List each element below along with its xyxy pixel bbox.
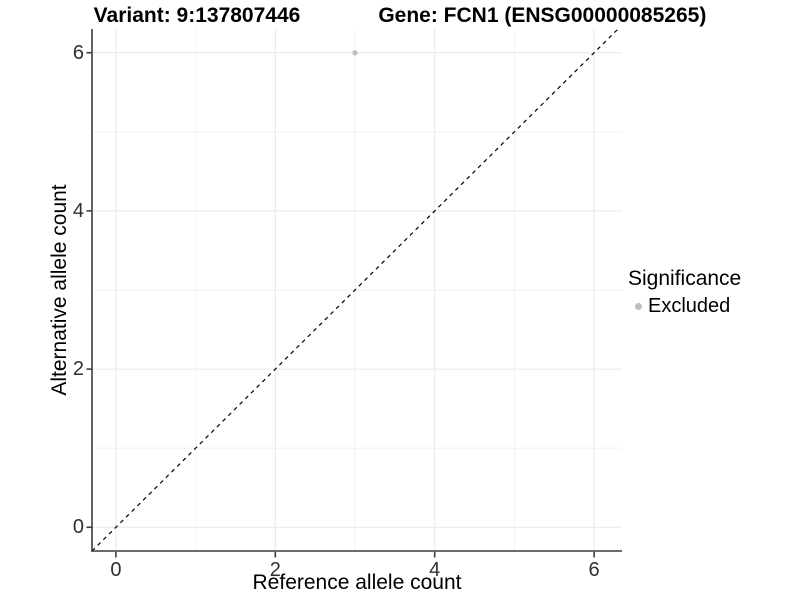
y-tick-label: 2 [72, 358, 84, 381]
x-axis-title: Reference allele count [252, 571, 462, 594]
y-axis-title: Alternative allele count [48, 184, 71, 396]
x-tick-label: 0 [110, 559, 122, 581]
plot-title: Variant: 9:137807446 Gene: FCN1 (ENSG000… [0, 3, 800, 29]
x-tick-label: 4 [429, 559, 441, 581]
legend-entry: Excluded [628, 294, 741, 319]
legend-entry-label: Excluded [648, 295, 731, 317]
plot-title-variant: Variant: 9:137807446 [93, 4, 301, 27]
x-tick-label: 2 [269, 559, 281, 581]
y-tick-label: 6 [72, 41, 84, 64]
plot-title-gene: Gene: FCN1 (ENSG00000085265) [378, 4, 707, 27]
data-point [352, 50, 358, 56]
legend-key-dot-icon [635, 303, 642, 310]
legend-title: Significance [628, 267, 742, 290]
y-tick-label: 4 [72, 199, 84, 222]
legend-entries: Excluded [628, 294, 741, 319]
identity-line [91, 28, 619, 552]
legend: Significance Excluded [628, 266, 741, 319]
x-tick-label: 6 [588, 559, 600, 581]
y-tick-label: 0 [72, 516, 84, 539]
